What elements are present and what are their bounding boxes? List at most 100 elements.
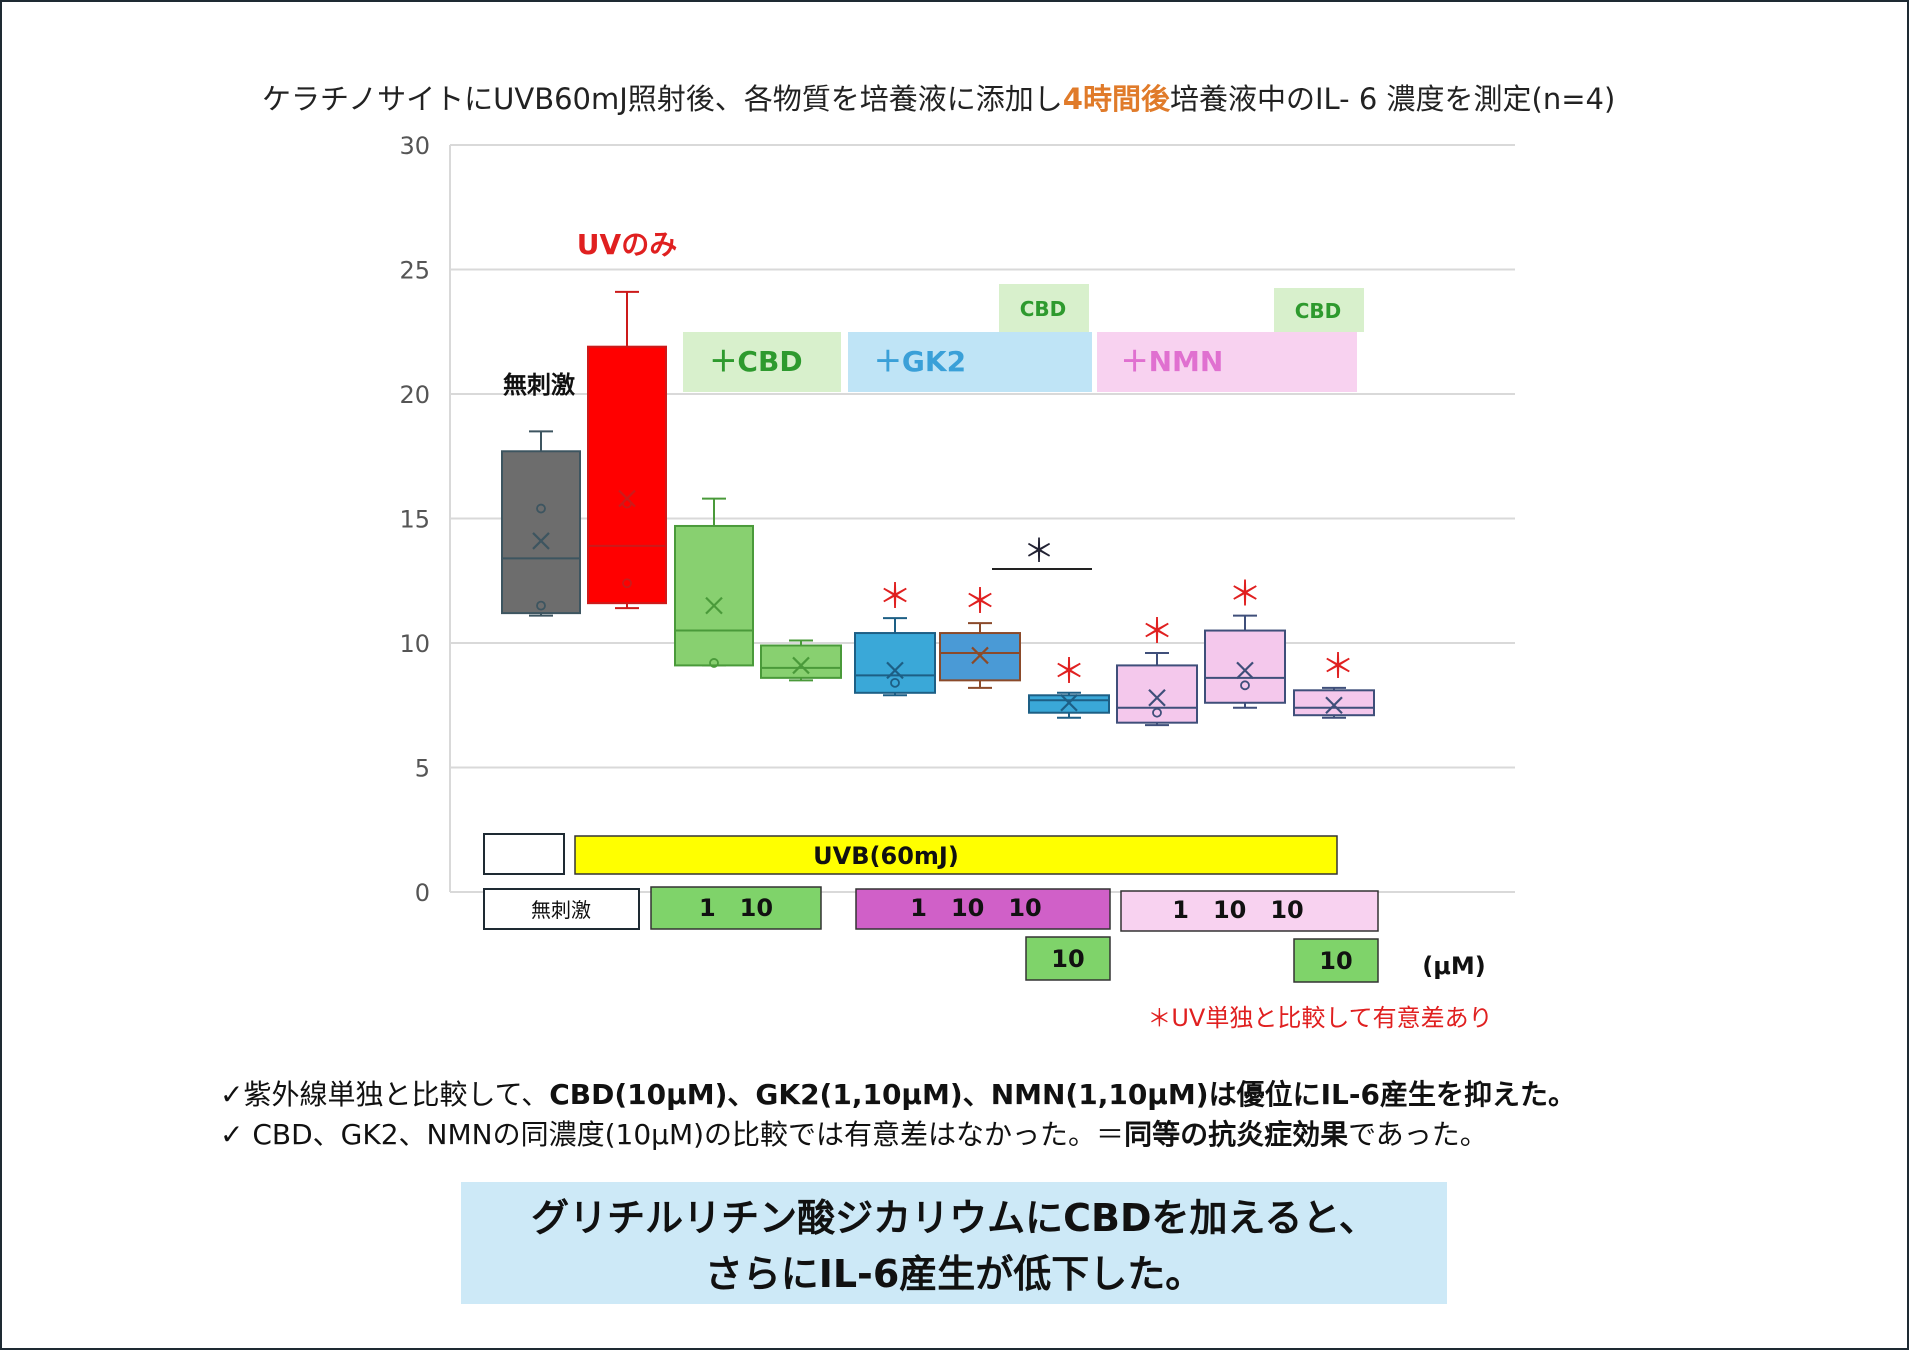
box-4: ＊ [854,577,936,697]
plus-gk2-label: ＋GK2 [874,345,966,378]
gk2-cbd-cell [1025,936,1111,981]
box-plot-chart: 0 5 10 15 20 25 30 ＋CBD ＋GK2 CBD ＋NMN CBD UVのみ… [399,132,1515,1032]
box-body [674,524,754,667]
chart-title: ケラチノサイトにUVB60mJ照射後、各物質を培養液に添加し4時間後培養液中のI… [262,76,1742,118]
box-6: ＊ [1028,652,1110,719]
plus-cbd-label: ＋CBD [709,345,802,378]
box-body [501,450,581,615]
nmn-conc-label: 1 10 10 [1172,896,1304,924]
data-point [536,503,546,514]
box-3 [760,639,842,682]
plus-nmn-label: ＋NMN [1121,345,1224,378]
gk2-conc-label: 1 10 10 [910,894,1042,922]
box-1 [587,290,667,610]
cbd-small-label-2: CBD [1295,299,1342,323]
treatment-legend: UVB(60mJ) 無刺激 1 10 1 10 10 1 10 10 10 10… [483,833,1493,1032]
y-tick-label: 0 [415,879,430,907]
title-prefix: ケラチノサイトにUVB60mJ照射後、各物質を培養液に添加し [262,82,1063,116]
unit-label: (μM) [1422,952,1485,980]
data-point [1240,680,1250,691]
box-body [854,632,936,694]
nmn-conc-cell [1120,890,1379,932]
nmn-cbd-cell [1293,938,1379,983]
cbd-small-label-1: CBD [1020,297,1067,321]
box-9: ＊ [1293,647,1375,719]
y-tick-label: 15 [399,506,430,534]
note-1-bold: CBD(10μM)、GK2(1,10μM)、NMN(1,10μM)は優位にIL-… [549,1078,1576,1111]
note-2-plain: ✓ CBD、GK2、NMNの同濃度(10μM)の比較では有意差はなかった。＝ [220,1118,1125,1151]
sig-star: ＊ [963,582,997,622]
data-point [890,677,900,688]
mean-marker [705,596,723,615]
cbd-conc-label: 1 10 [699,894,773,922]
boxes: ＊ ＊ ＊ ＊ ＊ ＊ [501,290,1375,727]
mean-marker [1236,661,1254,680]
box-7: ＊ [1116,612,1198,727]
blank-cell [483,833,565,875]
notes: ✓紫外線単独と比較して、CBD(10μM)、GK2(1,10μM)、NMN(1,… [220,1075,1576,1155]
note-2-bold: 同等の抗炎症効果 [1124,1118,1349,1151]
gk2-conc-cell [855,888,1111,930]
y-tick-label: 25 [399,257,430,285]
mean-marker [1325,696,1343,715]
plus-cbd-box [683,332,841,392]
conclusion-box: グリチルリチン酸ジカリウムにCBDを加えると、 さらにIL-6産生が低下した。 [461,1182,1447,1304]
title-highlight: 4時間後 [1062,82,1170,116]
no-stim-cell [483,888,640,930]
plus-gk2-box [848,332,1092,392]
box-body [760,644,842,679]
group-labels: ＋CBD ＋GK2 CBD ＋NMN CBD [683,284,1364,392]
note-2: ✓ CBD、GK2、NMNの同濃度(10μM)の比較では有意差はなかった。＝同等… [220,1115,1576,1155]
box-body [1293,689,1375,717]
uv-only-label: UVのみ [577,228,677,261]
mean-marker [1060,693,1078,712]
data-point [536,600,546,611]
gk2-cbd-label: 10 [1051,945,1084,973]
sig-star: ＊ [1321,647,1355,687]
sig-note: ＊UV単独と比較して有意差あり [1147,1004,1492,1032]
data-point [1152,707,1162,718]
data-point [622,578,632,589]
mean-marker [532,532,550,550]
title-suffix: 培養液中のIL- 6 濃度を測定(n=4) [1169,82,1616,116]
box-0 [501,430,581,617]
y-tick-label: 5 [415,755,430,783]
uvb-label: UVB(60mJ) [813,842,959,870]
box-2 [674,497,754,668]
nmn-cbd-label: 10 [1319,947,1352,975]
sig-star: ＊ [1228,575,1262,615]
sig-bracket-star: ＊ [1023,532,1055,570]
plus-nmn-box [1097,332,1357,392]
y-tick-label: 20 [399,381,430,409]
note-2-tail: であった。 [1348,1118,1488,1151]
data-point [622,498,632,509]
note-1: ✓紫外線単独と比較して、CBD(10μM)、GK2(1,10μM)、NMN(1,… [220,1075,1576,1115]
cbd-small-box-1 [999,284,1089,332]
box-body [587,345,667,605]
box-body [1204,629,1286,704]
mean-marker [618,489,636,508]
uvb-bar [574,835,1338,875]
data-point [709,658,719,668]
sig-star: ＊ [1052,652,1086,692]
mean-marker [886,661,904,680]
cbd-small-box-2 [1274,288,1364,332]
y-tick-label: 10 [399,630,430,658]
sig-star: ＊ [1140,612,1174,652]
box-body [1116,664,1198,724]
no-stim-label: 無刺激 [503,371,575,399]
mean-marker [792,656,810,675]
no-stim-cell-label: 無刺激 [531,898,591,922]
note-1-plain: ✓紫外線単独と比較して、 [220,1078,550,1111]
y-tick-label: 30 [399,132,430,160]
box-8: ＊ [1204,575,1286,709]
mean-marker [1148,689,1166,707]
y-axis-ticks: 0 5 10 15 20 25 30 [399,132,430,907]
sig-star: ＊ [878,577,912,617]
conclusion-line-1: グリチルリチン酸ジカリウムにCBDを加えると、 [531,1196,1377,1240]
cbd-conc-cell [650,886,822,930]
conclusion-line-2: さらにIL-6産生が低下した。 [704,1252,1204,1296]
box-5: ＊ [939,582,1021,689]
mean-marker [971,646,989,665]
